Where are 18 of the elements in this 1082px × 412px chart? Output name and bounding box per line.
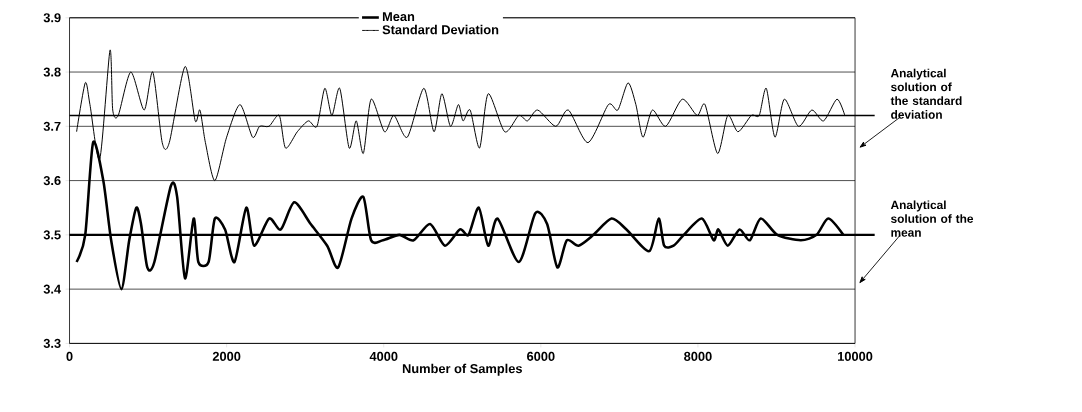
x-tick-label: 6000 [527, 352, 555, 362]
x-axis-title: Number of Samples [402, 363, 522, 376]
x-tick-label: 8000 [684, 352, 712, 362]
y-tick-label: 3.8 [43, 67, 61, 77]
x-tick-label: 0 [66, 352, 73, 362]
y-tick-label: 3.7 [43, 122, 61, 132]
y-tick-label: 3.4 [43, 284, 62, 294]
x-tick-label: 10000 [838, 352, 873, 362]
x-tick-label: 2000 [212, 352, 241, 362]
y-tick-label: 3.6 [43, 176, 61, 186]
legend-label: Mean [382, 12, 415, 22]
y-tick-label: 3.3 [43, 339, 61, 349]
y-tick-label: 3.9 [43, 13, 61, 23]
ref-line-label: Analytical solution of the mean [890, 200, 974, 237]
y-tick-label: 3.5 [43, 230, 61, 240]
ref-line-label: Analytical solution of the standard deviation [890, 68, 962, 120]
legend-label: Standard Deviation [382, 25, 499, 35]
x-tick-label: 4000 [369, 352, 398, 362]
